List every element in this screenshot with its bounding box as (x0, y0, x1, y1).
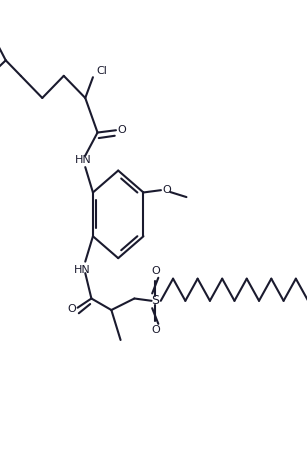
Text: Cl: Cl (96, 66, 107, 76)
Text: HN: HN (74, 265, 91, 275)
Text: O: O (67, 304, 76, 314)
Text: O: O (151, 266, 160, 276)
Text: HN: HN (74, 155, 91, 165)
Text: S: S (151, 294, 159, 307)
Text: O: O (118, 125, 126, 135)
Text: O: O (162, 185, 171, 195)
Text: O: O (151, 325, 160, 335)
